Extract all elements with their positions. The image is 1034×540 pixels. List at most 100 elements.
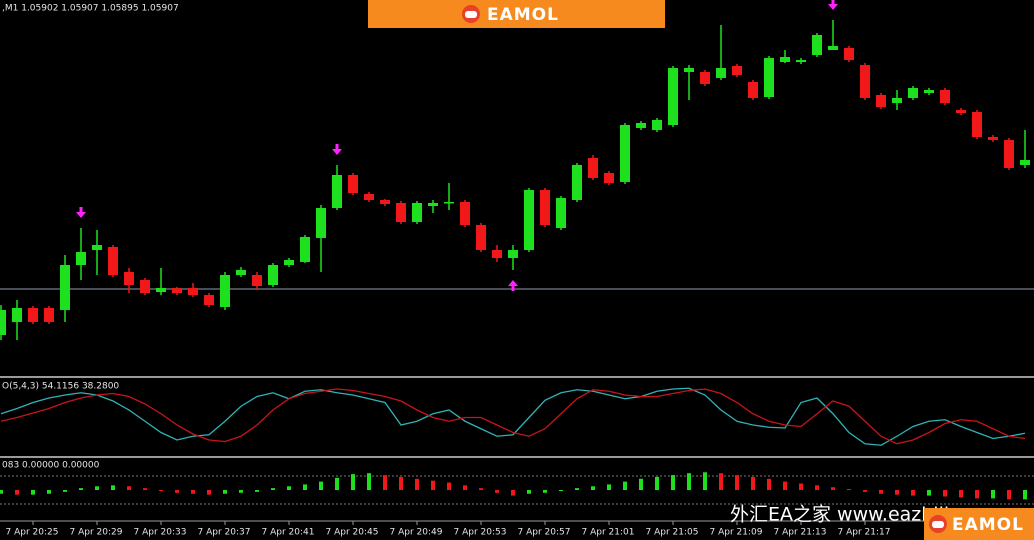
x-tick-label: 7 Apr 20:57 xyxy=(518,528,571,538)
histogram-bar xyxy=(991,490,995,499)
histogram-bar xyxy=(655,476,659,490)
histogram-bar xyxy=(239,490,243,493)
signal-arrow xyxy=(828,0,838,10)
histogram-bar xyxy=(447,482,451,490)
candle-body xyxy=(252,275,262,286)
histogram-bar xyxy=(703,472,707,490)
candle-body xyxy=(460,202,470,225)
candle-body xyxy=(76,252,86,265)
x-tick-label: 7 Apr 20:49 xyxy=(390,528,443,538)
candle-body xyxy=(972,112,982,137)
candle-body xyxy=(652,120,662,130)
candle-body xyxy=(684,68,694,72)
candle-body xyxy=(524,190,534,250)
candle-body xyxy=(156,288,166,292)
candle-body xyxy=(716,68,726,78)
histogram-bar xyxy=(495,490,499,493)
candle-body xyxy=(12,308,22,322)
candle-body xyxy=(828,46,838,50)
candle-body xyxy=(700,72,710,84)
candle-body xyxy=(428,203,438,206)
histogram-bar xyxy=(319,481,323,490)
signal-arrow xyxy=(76,207,86,218)
histogram-bar xyxy=(159,490,163,491)
candle-body xyxy=(668,68,678,125)
histogram-bar xyxy=(415,478,419,490)
histogram-bar xyxy=(383,475,387,490)
candle-body xyxy=(860,65,870,98)
candle-body xyxy=(1020,160,1030,165)
histogram-bar xyxy=(879,490,883,494)
histogram-bar xyxy=(127,486,131,490)
banner-icon xyxy=(465,11,477,18)
histogram-bar xyxy=(735,475,739,490)
footer-watermark: 外汇EA之家 www.eazhijia.com EAMOL xyxy=(730,504,1034,540)
histogram-bar xyxy=(335,477,339,490)
histogram-bar xyxy=(303,484,307,490)
histogram-bar xyxy=(287,486,291,490)
histogram-bar xyxy=(607,484,611,490)
histogram-bar xyxy=(351,474,355,490)
histogram-bar xyxy=(943,490,947,497)
histogram-bar xyxy=(815,485,819,490)
candle-body xyxy=(236,270,246,275)
histogram-bar xyxy=(639,478,643,490)
candle-body xyxy=(844,48,854,60)
candle-body xyxy=(140,280,150,293)
candle-body xyxy=(204,295,214,305)
x-tick-label: 7 Apr 21:17 xyxy=(838,528,891,538)
histogram-bar xyxy=(191,490,195,494)
candle-body xyxy=(268,265,278,285)
x-tick-label: 7 Apr 20:45 xyxy=(326,528,379,538)
candle-body xyxy=(924,90,934,93)
candle-body xyxy=(876,95,886,107)
banner: EAMOL xyxy=(368,0,665,28)
histogram-bar xyxy=(431,480,435,490)
banner-background xyxy=(368,0,665,28)
candle-body xyxy=(348,175,358,193)
candle-body xyxy=(28,308,38,322)
candle-body xyxy=(300,237,310,262)
candle-body xyxy=(956,110,966,113)
candle-body xyxy=(124,272,134,285)
candle-body xyxy=(332,175,342,208)
candle-body xyxy=(780,57,790,62)
candle-body xyxy=(108,247,118,275)
histogram-bar xyxy=(863,490,867,492)
x-tick-label: 7 Apr 20:53 xyxy=(454,528,507,538)
candle-body xyxy=(412,203,422,222)
histogram-bar xyxy=(47,490,51,494)
candle-body xyxy=(796,60,806,62)
candle-body xyxy=(396,203,406,222)
histogram-bar xyxy=(623,481,627,490)
banner-logo: EAMOL xyxy=(487,5,559,25)
histogram-bar xyxy=(799,483,803,490)
x-tick-label: 7 Apr 20:33 xyxy=(134,528,187,538)
candle-body xyxy=(572,165,582,200)
signal-arrow xyxy=(508,280,518,291)
histogram-bar xyxy=(927,490,931,496)
x-tick-label: 7 Apr 20:29 xyxy=(70,528,123,538)
candle-body xyxy=(540,190,550,225)
candle-body xyxy=(316,208,326,238)
histogram-bar xyxy=(255,490,259,492)
candle-body xyxy=(364,194,374,200)
main-title: ,M1 1.05902 1.05907 1.05895 1.05907 xyxy=(2,4,179,14)
histogram-bar xyxy=(95,486,99,490)
oscillator-line xyxy=(0,388,1026,445)
candle-body xyxy=(764,58,774,97)
candle-body xyxy=(0,310,6,335)
histogram-bar xyxy=(527,490,531,494)
candle-body xyxy=(92,245,102,250)
histogram-bar xyxy=(575,488,579,490)
x-tick-label: 7 Apr 20:41 xyxy=(262,528,315,538)
histogram-bar xyxy=(143,488,147,490)
x-tick-label: 7 Apr 20:25 xyxy=(6,528,59,538)
histogram-bar xyxy=(479,488,483,490)
watermark-icon xyxy=(932,521,944,528)
histogram-bar xyxy=(591,486,595,490)
